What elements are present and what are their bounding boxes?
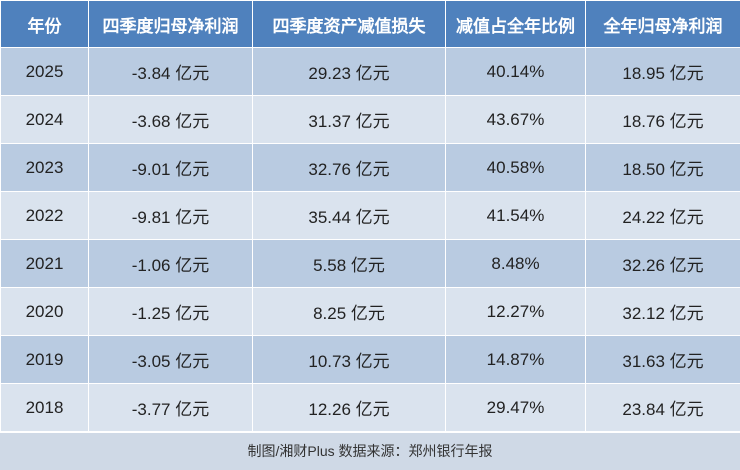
table-cell: 2024 [1, 96, 89, 144]
table-cell: 40.14% [446, 48, 586, 96]
table-cell: -1.06 亿元 [89, 240, 253, 288]
table-cell: 43.67% [446, 96, 586, 144]
table-cell: -1.25 亿元 [89, 288, 253, 336]
table-cell: 5.58 亿元 [253, 240, 446, 288]
table-cell: -3.84 亿元 [89, 48, 253, 96]
table-cell: 18.76 亿元 [586, 96, 740, 144]
table-cell: 12.26 亿元 [253, 384, 446, 432]
table-cell: 29.23 亿元 [253, 48, 446, 96]
data-table: 年份四季度归母净利润四季度资产减值损失减值占全年比例全年归母净利润 2025-3… [0, 0, 740, 432]
table-cell: 2020 [1, 288, 89, 336]
table-cell: 2023 [1, 144, 89, 192]
table-cell: 32.26 亿元 [586, 240, 740, 288]
table-cell: 40.58% [446, 144, 586, 192]
table-cell: 2025 [1, 48, 89, 96]
table-cell: -9.81 亿元 [89, 192, 253, 240]
table-cell: 2021 [1, 240, 89, 288]
table-cell: 31.63 亿元 [586, 336, 740, 384]
table-cell: 29.47% [446, 384, 586, 432]
table-cell: 8.25 亿元 [253, 288, 446, 336]
header-cell: 四季度资产减值损失 [253, 1, 446, 48]
table-cell: 2022 [1, 192, 89, 240]
table-cell: -9.01 亿元 [89, 144, 253, 192]
header-cell: 四季度归母净利润 [89, 1, 253, 48]
table-cell: 23.84 亿元 [586, 384, 740, 432]
header-cell: 全年归母净利润 [586, 1, 740, 48]
table-cell: 8.48% [446, 240, 586, 288]
table-cell: 2019 [1, 336, 89, 384]
table-cell: 10.73 亿元 [253, 336, 446, 384]
table-cell: 14.87% [446, 336, 586, 384]
table-cell: 24.22 亿元 [586, 192, 740, 240]
header-cell: 减值占全年比例 [446, 1, 586, 48]
table-cell: 41.54% [446, 192, 586, 240]
header-cell: 年份 [1, 1, 89, 48]
table-cell: 12.27% [446, 288, 586, 336]
table-cell: 32.76 亿元 [253, 144, 446, 192]
table-cell: -3.05 亿元 [89, 336, 253, 384]
table-cell: 35.44 亿元 [253, 192, 446, 240]
table-cell: 18.95 亿元 [586, 48, 740, 96]
table-cell: 32.12 亿元 [586, 288, 740, 336]
footer: 制图/湘财Plus 数据来源：郑州银行年报 [0, 432, 740, 470]
table-cell: -3.68 亿元 [89, 96, 253, 144]
table-cell: 18.50 亿元 [586, 144, 740, 192]
table-cell: 2018 [1, 384, 89, 432]
table-cell: -3.77 亿元 [89, 384, 253, 432]
table-cell: 31.37 亿元 [253, 96, 446, 144]
header-row: 年份四季度归母净利润四季度资产减值损失减值占全年比例全年归母净利润 [1, 1, 740, 48]
